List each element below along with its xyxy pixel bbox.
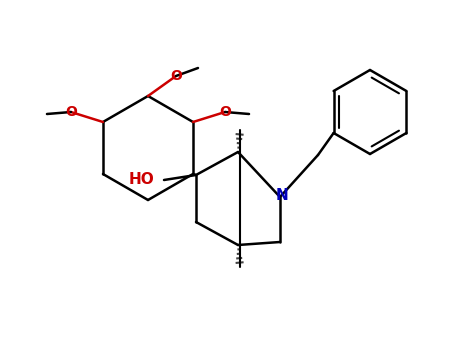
Text: O: O <box>65 105 77 119</box>
Text: O: O <box>219 105 231 119</box>
Text: O: O <box>170 69 182 83</box>
Text: HO: HO <box>128 173 154 188</box>
Text: N: N <box>276 188 288 203</box>
